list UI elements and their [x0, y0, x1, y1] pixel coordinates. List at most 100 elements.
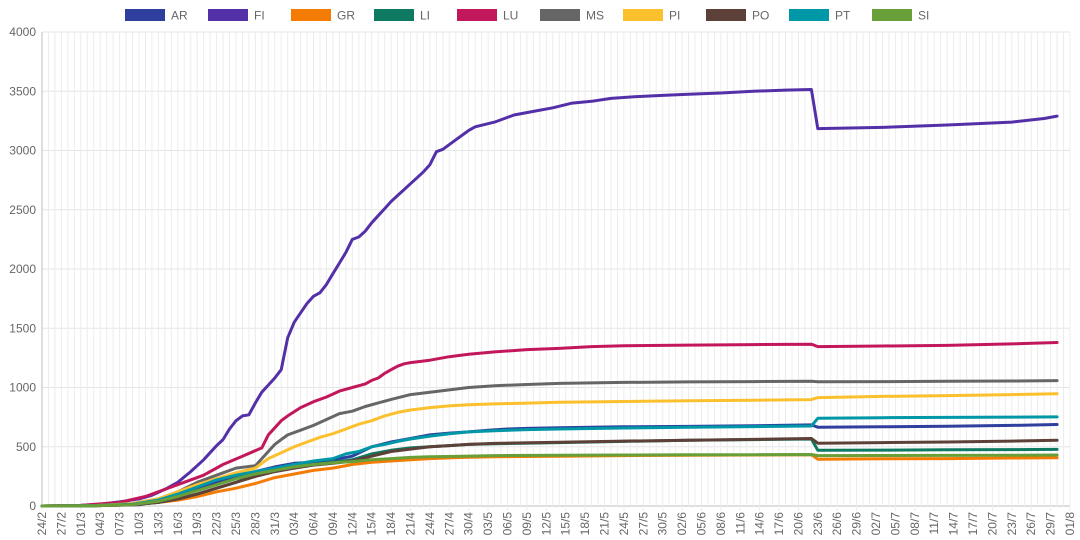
legend-swatch: [457, 9, 497, 21]
legend-swatch: [872, 9, 912, 21]
y-axis: 0 500 1000 1500 2000 2500 3000 3500 4000: [9, 25, 36, 513]
legend-item-pi[interactable]: PI: [623, 9, 680, 23]
y-tick-label: 3000: [9, 144, 36, 158]
legend-item-si[interactable]: SI: [872, 9, 929, 23]
legend-item-fi[interactable]: FI: [208, 9, 265, 23]
legend-label: GR: [337, 9, 355, 23]
x-tick-label: 29/6: [850, 512, 864, 536]
x-tick-label: 04/3: [93, 512, 107, 536]
x-tick-label: 09/5: [520, 512, 534, 536]
legend-label: AR: [171, 9, 188, 23]
x-tick-label: 08/6: [714, 512, 728, 536]
x-tick-label: 11/7: [927, 512, 941, 535]
x-tick-label: 30/4: [462, 512, 476, 536]
chart-series: [40, 88, 1059, 508]
legend-swatch: [125, 9, 165, 21]
x-tick-label: 29/7: [1044, 512, 1058, 536]
legend-item-pt[interactable]: PT: [789, 9, 851, 23]
series-line-lu: [40, 341, 1059, 508]
x-tick-label: 18/5: [578, 512, 592, 536]
x-tick-label: 17/7: [966, 512, 980, 536]
y-tick-label: 1500: [9, 321, 36, 335]
x-tick-label: 27/4: [442, 512, 456, 536]
x-tick-label: 13/3: [151, 512, 165, 536]
x-tick-label: 09/4: [326, 512, 340, 536]
y-tick-label: 1000: [9, 381, 36, 395]
x-tick-label: 06/4: [307, 512, 321, 536]
x-tick-label: 26/6: [830, 512, 844, 536]
x-tick-label: 24/5: [617, 512, 631, 536]
series-line-si: [40, 453, 1059, 508]
series-line-gr: [40, 453, 1059, 508]
x-tick-label: 06/5: [501, 512, 515, 536]
x-tick-label: 10/3: [132, 512, 146, 536]
x-tick-label: 12/5: [539, 512, 553, 536]
chart-legend: AR FI GR LI LU MS PI PO PT SI: [125, 9, 929, 23]
legend-swatch: [789, 9, 829, 21]
legend-item-ar[interactable]: AR: [125, 9, 188, 23]
x-tick-label: 25/3: [229, 512, 243, 536]
x-tick-label: 14/7: [947, 512, 961, 536]
y-tick-label: 2000: [9, 262, 36, 276]
legend-item-gr[interactable]: GR: [291, 9, 355, 23]
x-tick-label: 14/6: [753, 512, 767, 536]
y-tick-label: 500: [16, 440, 36, 454]
legend-swatch: [540, 9, 580, 21]
x-tick-label: 20/6: [791, 512, 805, 536]
x-tick-label: 19/3: [190, 512, 204, 536]
x-tick-label: 20/7: [985, 512, 999, 536]
legend-swatch: [208, 9, 248, 21]
legend-item-ms[interactable]: MS: [540, 9, 604, 23]
x-tick-label: 05/6: [694, 512, 708, 536]
series-line-po: [40, 437, 1059, 508]
legend-item-po[interactable]: PO: [706, 9, 769, 23]
legend-swatch: [291, 9, 331, 21]
legend-item-lu[interactable]: LU: [457, 9, 518, 23]
x-tick-label: 21/4: [404, 512, 418, 536]
x-tick-label: 07/3: [113, 512, 127, 536]
y-tick-label: 2500: [9, 203, 36, 217]
x-axis: 24/2 27/2 01/3 04/3 07/3 10/3 13/3 16/3 19/3 22/3…: [35, 512, 1077, 536]
x-tick-label: 23/7: [1005, 512, 1019, 536]
x-tick-label: 27/5: [636, 512, 650, 536]
x-tick-label: 08/7: [908, 512, 922, 536]
legend-label: PI: [669, 9, 680, 23]
x-tick-label: 17/6: [772, 512, 786, 536]
chart-grid: [41, 31, 1071, 511]
legend-label: MS: [586, 9, 604, 23]
x-tick-label: 22/3: [210, 512, 224, 536]
x-tick-label: 15/5: [559, 512, 573, 536]
x-tick-label: 05/7: [888, 512, 902, 536]
x-tick-label: 15/4: [365, 512, 379, 536]
y-tick-label: 3500: [9, 84, 36, 98]
series-line-pt: [40, 415, 1059, 508]
x-tick-label: 02/7: [869, 512, 883, 536]
x-tick-label: 26/7: [1024, 512, 1038, 536]
x-tick-label: 24/2: [35, 512, 49, 536]
x-tick-label: 03/5: [481, 512, 495, 536]
legend-swatch: [623, 9, 663, 21]
x-tick-label: 18/4: [384, 512, 398, 536]
x-tick-label: 12/4: [345, 512, 359, 536]
y-tick-label: 0: [29, 499, 36, 513]
legend-label: PO: [752, 9, 769, 23]
legend-swatch: [374, 9, 414, 21]
legend-item-li[interactable]: LI: [374, 9, 430, 23]
x-tick-label: 03/4: [287, 512, 301, 536]
x-tick-label: 01/8: [1063, 512, 1077, 536]
x-tick-label: 28/3: [248, 512, 262, 536]
x-tick-label: 16/3: [171, 512, 185, 536]
x-tick-label: 02/6: [675, 512, 689, 536]
legend-swatch: [706, 9, 746, 21]
x-tick-label: 27/2: [54, 512, 68, 536]
x-tick-label: 31/3: [268, 512, 282, 536]
legend-label: SI: [918, 9, 929, 23]
y-tick-label: 4000: [9, 25, 36, 39]
legend-label: PT: [835, 9, 851, 23]
x-tick-label: 24/4: [423, 512, 437, 536]
x-tick-label: 11/6: [733, 512, 747, 535]
x-tick-label: 21/5: [597, 512, 611, 536]
legend-label: LI: [420, 9, 430, 23]
legend-label: LU: [503, 9, 518, 23]
